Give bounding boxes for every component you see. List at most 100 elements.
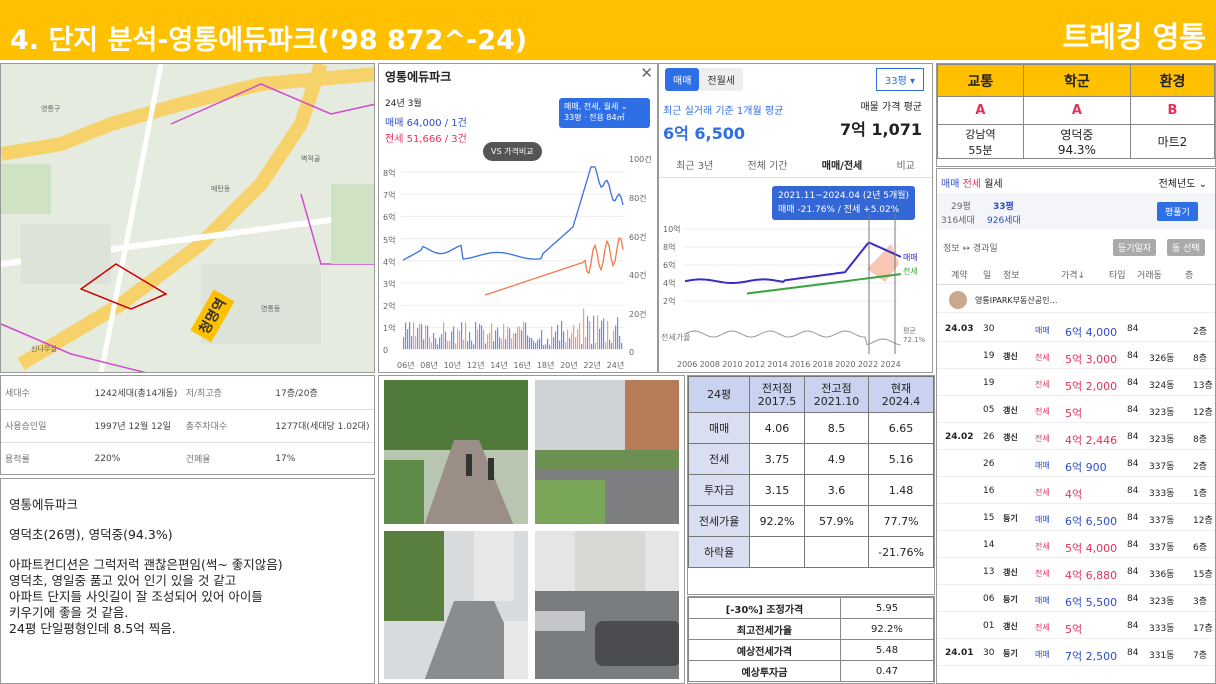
trade-row[interactable]: 16 전세 4억 84 333동 1층 — [937, 477, 1215, 504]
trade-row[interactable]: 26 매매 6억 900 84 337동 2층 — [937, 450, 1215, 477]
estimate-label: [-30%] 조정가격 — [688, 597, 841, 619]
trade-d: 13 — [983, 567, 995, 577]
trade-row[interactable]: 24.03 30 매매 6억 4,000 84 2층 — [937, 315, 1215, 342]
trade-d: 16 — [983, 486, 995, 496]
py-option-selected[interactable]: 33평 — [993, 202, 1014, 212]
y-tick-label: 2억 — [383, 302, 396, 312]
row-label: 하락율 — [688, 536, 751, 568]
trade-row[interactable]: 19 갱신 전세 5억 3,000 84 326동 8층 — [937, 342, 1215, 369]
score-grade: B — [1129, 96, 1215, 125]
volume-bar — [419, 323, 421, 349]
volume-bar — [563, 331, 565, 349]
col-header: 정보 — [1003, 271, 1020, 281]
volume-bar — [437, 344, 439, 349]
trade-m: 24.02 — [945, 432, 974, 442]
trade-row[interactable]: 13 갱신 전세 4억 6,880 84 336동 15층 — [937, 558, 1215, 585]
tab-monthly[interactable]: 월세 — [984, 179, 1003, 190]
compare-button[interactable]: VS 가격비교 — [483, 142, 542, 161]
legend-lease: 전세 — [903, 267, 918, 276]
tab-lease[interactable]: 전월세 — [699, 68, 744, 91]
trade-dong: 333동 — [1149, 624, 1175, 634]
chip-reg-date[interactable]: 등기일자 — [1113, 239, 1157, 256]
volume-bar — [591, 343, 593, 349]
trade-kind: 매매 — [1035, 515, 1050, 524]
cell: 57.9% — [803, 505, 870, 537]
col-header: 일 — [983, 271, 992, 281]
trade-d: 19 — [983, 351, 995, 361]
py-option[interactable]: 29평 — [951, 202, 971, 212]
deal-type-selector[interactable]: 매매, 전세, 월세 ⌄ 33평 · 전용 84㎡ — [559, 98, 650, 128]
table-header: 전고점 2021.10 — [803, 376, 870, 413]
col-header: 계약 — [951, 271, 968, 281]
x-tick-label: 08년 — [420, 361, 438, 370]
volume-bar — [421, 324, 423, 349]
col-header: 가격↓ — [1061, 271, 1086, 281]
trade-fl: 7층 — [1193, 651, 1208, 661]
volume-bar — [507, 326, 509, 349]
volume-bar — [615, 325, 617, 349]
trade-fl: 15층 — [1193, 570, 1213, 580]
y-tick-label: 2억 — [663, 297, 676, 306]
size-select[interactable]: 33평 ▾ — [875, 68, 924, 91]
subtab[interactable]: 비교 — [896, 161, 915, 172]
bubble-line: 2021.11~2024.04 (2년 5개월) — [778, 191, 910, 201]
info-key: 저/최고층 — [181, 376, 272, 410]
volume-bar — [403, 337, 405, 349]
close-icon[interactable]: ✕ — [640, 64, 653, 82]
volume-bar — [453, 326, 455, 349]
volume-bar — [575, 337, 577, 349]
trade-row[interactable]: 06 등기 매매 6억 5,500 84 323동 3층 — [937, 585, 1215, 612]
map-label: 벽적골 — [301, 155, 321, 163]
subtab[interactable]: 전체 기간 — [747, 161, 788, 172]
trade-d: 30 — [983, 648, 995, 658]
info-key: 건폐율 — [181, 442, 272, 474]
trade-history-panel: 매매 전세 월세 전체년도 ⌄ 29평 316세대 33평 926세대 평풀기 … — [936, 168, 1216, 684]
volume-bar — [405, 322, 407, 349]
tab-sale[interactable]: 매매 — [665, 68, 700, 91]
volume-bar — [523, 321, 525, 349]
trade-fl: 1층 — [1193, 489, 1208, 499]
info-toggle[interactable]: 정보 ↔ 경과일 — [943, 244, 998, 254]
estimate-label: 최고전세가율 — [688, 618, 841, 640]
trade-row[interactable]: 15 등기 매매 6억 6,500 84 337동 12층 — [937, 504, 1215, 531]
subtab[interactable]: 매매/전세 — [821, 161, 863, 172]
trade-dong: 333동 — [1149, 489, 1175, 499]
volume-bar — [609, 339, 611, 349]
trade-row[interactable]: 24.02 26 갱신 전세 4억 2,446 84 323동 8층 — [937, 423, 1215, 450]
y-tick-label: 0 — [383, 345, 389, 355]
x-tick-label: 2006 — [677, 360, 698, 369]
volume-bar — [557, 324, 559, 349]
y2-tick-label: 40건 — [629, 271, 647, 281]
volume-bar — [485, 343, 487, 349]
tab-lease[interactable]: 전세 — [962, 179, 981, 190]
trade-price: 5억 — [1065, 623, 1083, 636]
trade-row[interactable]: 19 전세 5억 2,000 84 324동 13층 — [937, 369, 1215, 396]
trade-row[interactable]: 24.01 30 등기 매매 7억 2,500 84 331동 7층 — [937, 639, 1215, 666]
py-households: 926세대 — [987, 216, 1021, 226]
trade-dong: 337동 — [1149, 543, 1175, 553]
year-filter[interactable]: 전체년도 ⌄ — [1158, 179, 1207, 190]
volume-bar — [533, 340, 535, 349]
volume-bar — [439, 337, 441, 349]
avg-label: 최근 실거래 기준 1개월 평균 — [663, 106, 784, 117]
subtab[interactable]: 최근 3년 — [676, 161, 714, 172]
location-map[interactable]: 청명역 영통구 매탄동 영통동 신나무실 벽적골 — [0, 63, 375, 373]
trade-row[interactable]: 01 갱신 전세 5억 84 333동 17층 — [937, 612, 1215, 639]
x-tick-label: 2022 — [857, 360, 879, 369]
volume-bar — [547, 338, 549, 349]
score-header: 학군 — [1022, 64, 1131, 97]
volume-bar — [477, 329, 479, 349]
agent-row[interactable]: 영통IPARK부동산공인… — [937, 287, 1215, 313]
trade-row[interactable]: 14 전세 5억 4,000 84 337동 6층 — [937, 531, 1215, 558]
tab-sale[interactable]: 매매 — [941, 179, 960, 190]
chip-dong[interactable]: 동 선택 — [1167, 239, 1205, 256]
avg-value: 6억 6,500 — [663, 124, 746, 143]
trade-tag: 갱신 — [1003, 622, 1018, 631]
y-tick-label: 6억 — [663, 261, 676, 270]
map-graphic — [1, 64, 374, 372]
trade-row[interactable]: 05 갱신 전세 5억 84 323동 12층 — [937, 396, 1215, 423]
volume-bar — [527, 335, 529, 349]
volume-bar — [553, 336, 555, 349]
review-button[interactable]: 평풀기 — [1157, 202, 1198, 221]
x-tick-label: 20년 — [560, 361, 578, 370]
